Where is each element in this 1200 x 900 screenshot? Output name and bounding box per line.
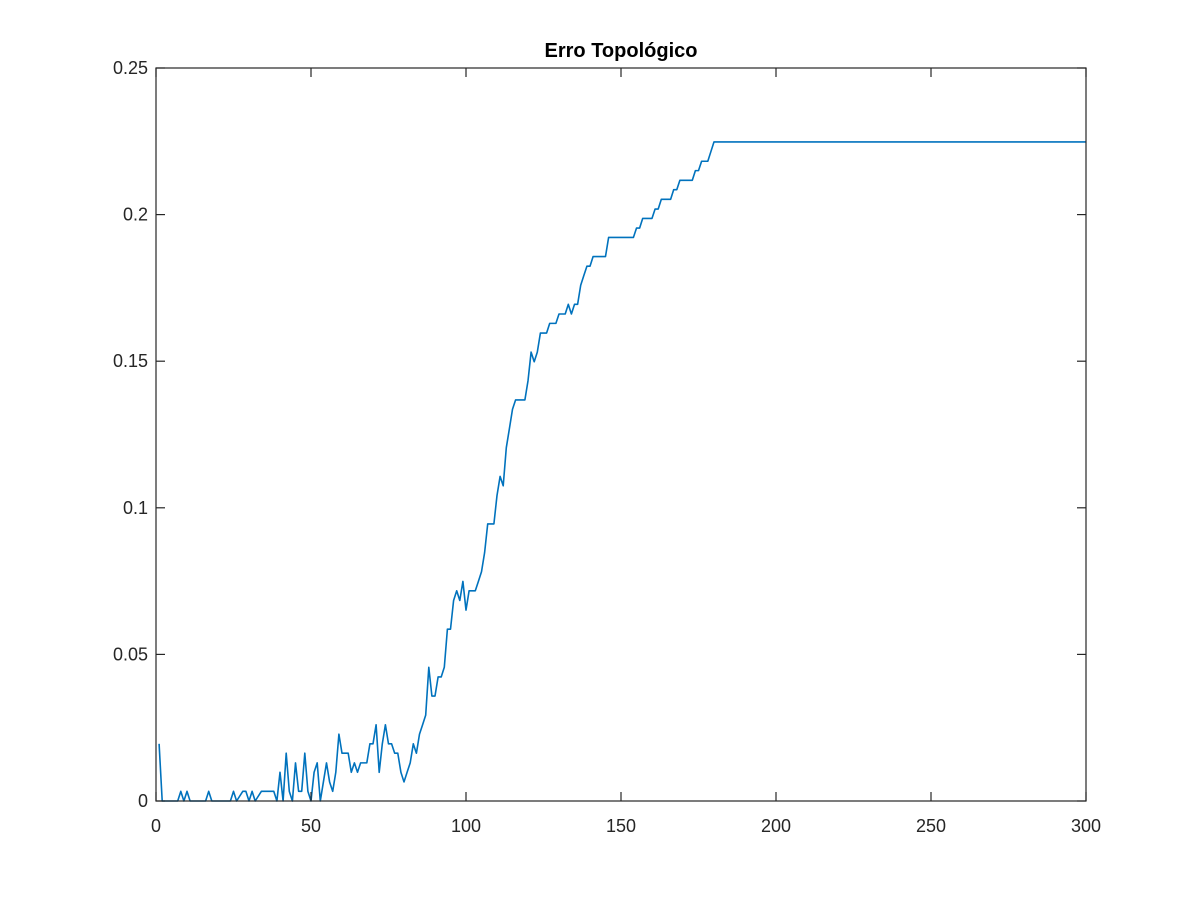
x-tick-label: 200 [761,816,791,836]
x-tick-label: 50 [301,816,321,836]
x-tick-label: 150 [606,816,636,836]
y-tick-label: 0.25 [113,58,148,78]
y-tick-label: 0 [138,791,148,811]
y-tick-label: 0.1 [123,498,148,518]
y-tick-label: 0.15 [113,351,148,371]
axes-layer: 0 50 100 150 200 250 300 0 0.05 0.1 0.15 0.2 0.25 [113,58,1101,836]
y-tick-label: 0.2 [123,205,148,225]
x-tick-label: 300 [1071,816,1101,836]
chart-title: Erro Topológico [545,40,698,62]
series-layer [158,141,1086,802]
plot-area [156,68,1086,801]
x-tick-label: 250 [916,816,946,836]
x-tick-label: 100 [451,816,481,836]
y-tick-label: 0.05 [113,644,148,664]
series-line-1 [158,141,1086,802]
x-tick-label: 0 [151,816,161,836]
